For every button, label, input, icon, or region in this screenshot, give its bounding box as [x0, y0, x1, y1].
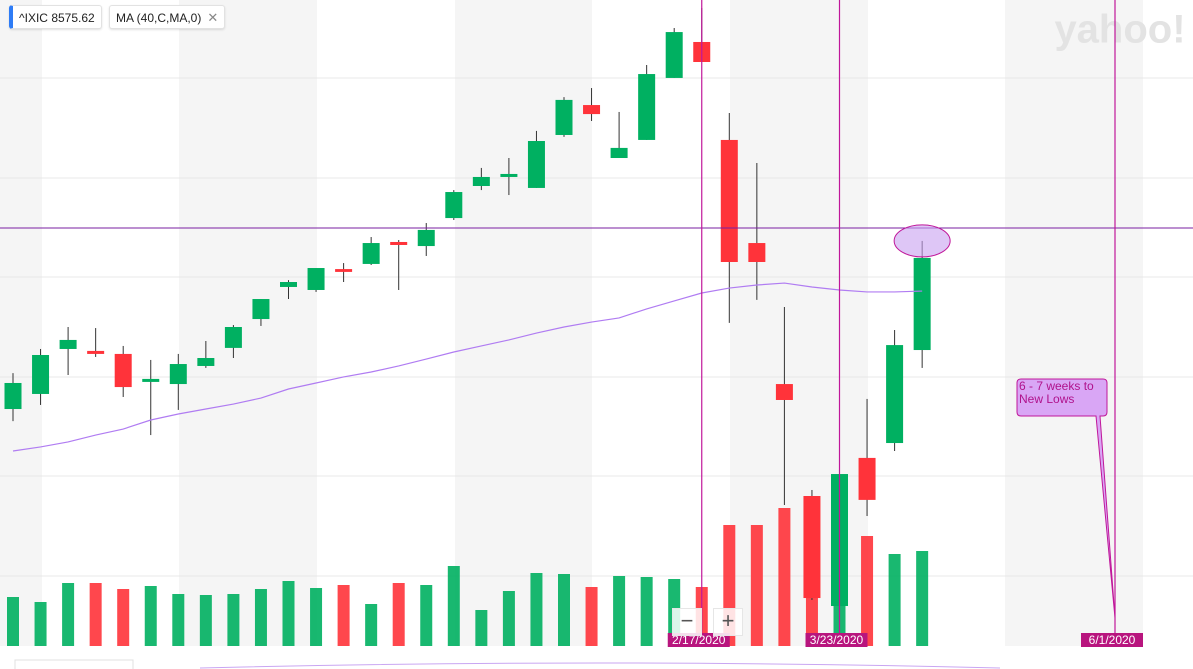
- volume-bar: [89, 583, 102, 646]
- watermark: yahoo!: [1054, 8, 1185, 52]
- date-label: 3/23/2020: [810, 633, 864, 647]
- date-label-bg: [667, 633, 730, 647]
- volume-bar: [750, 525, 763, 646]
- candle-body: [87, 350, 105, 354]
- candle-body: [665, 32, 683, 78]
- volume-bar: [392, 583, 405, 646]
- candle-body: [527, 141, 545, 188]
- candle-body: [362, 243, 380, 264]
- indicator-label: MA (40,C,MA,0): [116, 11, 202, 25]
- candle-body: [775, 384, 793, 400]
- candle-body: [638, 74, 656, 140]
- candle-body: [197, 358, 215, 366]
- zoom-out-button[interactable]: −: [672, 608, 702, 636]
- candle-body: [913, 257, 931, 351]
- volume-bar: [62, 583, 75, 646]
- volume-bar: [530, 573, 543, 646]
- symbol-badge[interactable]: ^IXIC 8575.62: [9, 5, 102, 29]
- candle-body: [555, 99, 573, 135]
- volume-bar: [144, 586, 157, 646]
- candle-body: [4, 382, 22, 410]
- candle-body: [307, 268, 325, 290]
- candle-body: [390, 241, 408, 245]
- candle-body: [472, 176, 490, 186]
- volume-bar: [337, 585, 350, 646]
- remove-icon[interactable]: ✕: [207, 10, 219, 25]
- volume-bar: [282, 581, 295, 646]
- highlight-ellipse: [893, 224, 951, 258]
- volume-bar: [117, 589, 130, 646]
- symbol: ^IXIC: [19, 11, 48, 25]
- candle-body: [500, 173, 518, 177]
- candle-body: [142, 378, 160, 382]
- volume-bar: [558, 574, 570, 646]
- candle-body: [59, 339, 77, 349]
- volume-bar: [420, 585, 433, 646]
- volume-bar: [640, 577, 653, 646]
- candle-body: [886, 345, 904, 444]
- candle-body: [169, 364, 187, 385]
- indicator-badge[interactable]: MA (40,C,MA,0) ✕: [109, 5, 226, 29]
- volume-bar: [365, 604, 378, 646]
- candle-body: [720, 139, 738, 262]
- volume-bar: [861, 536, 874, 646]
- volume-layer: [7, 496, 929, 646]
- volume-bar: [7, 597, 19, 646]
- volume-bar: [310, 588, 323, 646]
- volume-bar: [227, 594, 240, 646]
- volume-bar: [34, 602, 47, 646]
- volume-bar: [778, 508, 791, 646]
- moving-average-line: [12, 282, 923, 452]
- candle-body: [224, 327, 242, 348]
- volume-bar: [254, 589, 267, 646]
- price: 8575.62: [51, 11, 95, 25]
- annotation-text: 6 - 7 weeks to New Lows: [1019, 380, 1094, 406]
- candle-body: [803, 496, 821, 599]
- candle-body: [280, 282, 297, 287]
- date-label: 2/17/2020: [672, 633, 726, 647]
- volume-bar: [613, 576, 626, 646]
- volume-bar: [447, 566, 460, 646]
- candle-body: [748, 243, 766, 262]
- annotation-box: 6 - 7 weeks to New Lows: [1019, 380, 1094, 406]
- candle-body: [335, 269, 353, 272]
- volume-bar: [172, 594, 185, 646]
- date-label-bg: [1081, 633, 1143, 647]
- volume-bar: [916, 551, 929, 646]
- candle-body: [445, 192, 463, 219]
- zoom-in-button[interactable]: +: [713, 608, 743, 636]
- volume-bar: [888, 554, 901, 646]
- date-label-bg: [805, 633, 868, 647]
- candle-body: [114, 353, 132, 388]
- candle-body: [610, 147, 628, 159]
- candle-layer: [4, 7, 931, 607]
- volume-bar: [585, 587, 598, 646]
- volume-bar: [199, 595, 212, 646]
- volume-bar: [475, 610, 488, 646]
- candle-body: [252, 299, 270, 320]
- overlay-layer: 2/17/2020 3/23/2020 6/1/2020 6 - 7 weeks to…: [0, 0, 1193, 647]
- candle-body: [417, 229, 435, 247]
- date-label: 6/1/2020: [1089, 633, 1136, 647]
- annotation-callout: [1016, 378, 1116, 619]
- volume-bar: [502, 591, 515, 646]
- candle-body: [583, 105, 601, 115]
- candle-body: [32, 354, 50, 394]
- candle-body: [858, 457, 876, 500]
